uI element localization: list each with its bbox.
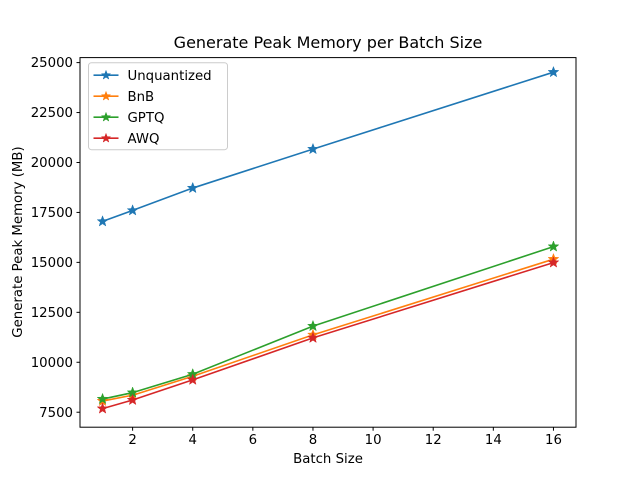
legend-label-awq: AWQ: [128, 132, 160, 147]
y-tick-label: 22500: [31, 106, 73, 121]
y-tick-label: 7500: [39, 406, 73, 421]
legend-label-unquantized: Unquantized: [128, 69, 212, 84]
plot-frame: [79, 57, 577, 428]
legend-marker-bnb: [100, 90, 112, 101]
legend-label-bnb: BnB: [128, 90, 155, 105]
data-point-awq-batch-2: [126, 393, 139, 406]
series-line-bnb: [101, 258, 555, 402]
plot-area: 2 4 6 8 10 12 14 16 7500 10000 12500 15000 17500 2000…: [31, 56, 577, 448]
y-tick-label: 20000: [31, 156, 73, 171]
x-tick-label: 2: [128, 433, 136, 448]
x-tick-label: 4: [188, 433, 196, 448]
legend-entry-awq: AWQ: [93, 132, 160, 147]
data-point-awq-batch-8: [306, 331, 319, 344]
legend-marker-awq: [100, 132, 112, 143]
y-axis-label: Generate Peak Memory (MB): [11, 146, 26, 337]
legend-entry-unquantized: Unquantized: [93, 69, 212, 84]
data-point-gptq-batch-1: [96, 392, 109, 405]
legend-marker-unquantized: [100, 69, 112, 80]
legend-marker-gptq: [100, 111, 112, 122]
data-point-unquantized-batch-8: [306, 142, 319, 155]
y-tick-label: 25000: [31, 56, 73, 71]
y-tick-label: 12500: [31, 306, 73, 321]
data-point-unquantized-batch-2: [126, 204, 139, 216]
x-tick-label: 10: [365, 433, 382, 448]
legend-frame: [88, 62, 228, 151]
y-tick-label: 17500: [31, 206, 73, 221]
data-point-unquantized-batch-16: [547, 65, 560, 78]
x-tick-label: 12: [425, 433, 442, 448]
series-line-awq: [101, 261, 555, 410]
series-line-gptq: [101, 245, 555, 400]
data-point-gptq-batch-8: [306, 319, 319, 332]
legend-entry-gptq: GPTQ: [93, 111, 165, 126]
data-point-unquantized-batch-1: [96, 215, 109, 227]
x-tick-label: 14: [485, 433, 502, 448]
y-tick-label: 10000: [31, 356, 73, 371]
data-point-awq-batch-16: [547, 256, 560, 268]
data-point-awq-batch-1: [96, 402, 109, 414]
chart-title: Generate Peak Memory per Batch Size: [174, 33, 483, 52]
x-axis-label: Batch Size: [293, 452, 363, 467]
data-point-gptq-batch-16: [547, 240, 560, 252]
data-point-unquantized-batch-4: [186, 181, 199, 194]
x-tick-label: 16: [545, 433, 562, 448]
data-point-awq-batch-4: [186, 373, 199, 385]
x-tick-label: 6: [249, 433, 257, 448]
legend: Unquantized BnB GPTQ AWQ: [88, 62, 228, 151]
legend-label-gptq: GPTQ: [128, 111, 165, 126]
x-tick-label: 8: [309, 433, 317, 448]
legend-entry-bnb: BnB: [93, 90, 155, 105]
y-tick-label: 15000: [31, 256, 73, 271]
